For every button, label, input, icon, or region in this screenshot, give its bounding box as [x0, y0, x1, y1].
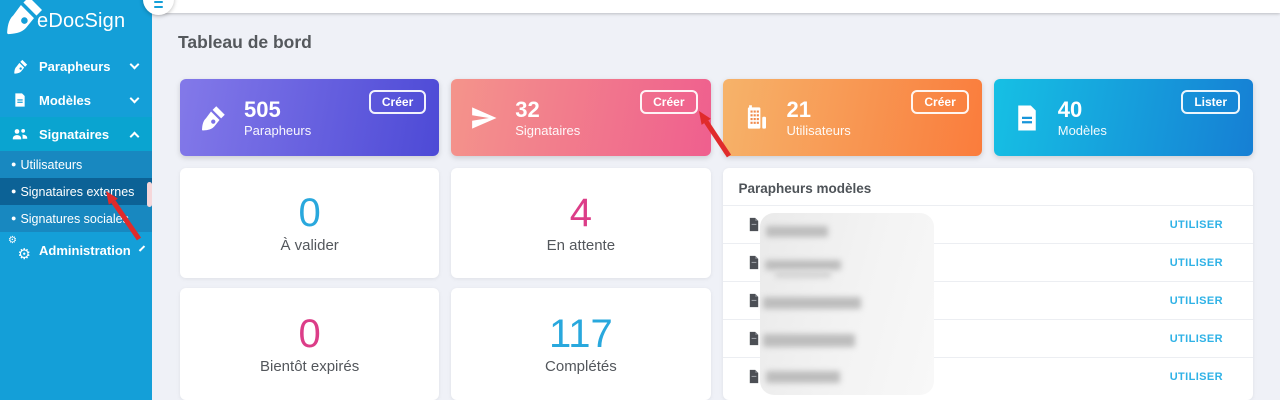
bullet-icon: ● — [11, 213, 17, 223]
gears-icon: ⚙ ⚙ — [8, 235, 31, 263]
parapheurs-modeles-panel: Parapheurs modèles UTILISER UTILISER — [722, 168, 1253, 400]
document-icon — [749, 293, 758, 308]
sidebar-item-utilisateurs[interactable]: ● Utilisateurs — [0, 151, 152, 178]
lister-modeles-button[interactable]: Lister — [1181, 90, 1240, 114]
users-icon — [11, 125, 29, 143]
pen-nib-icon — [7, 0, 43, 35]
summary-value: 0 — [298, 312, 321, 356]
summary-label: À valider — [280, 237, 339, 254]
chevron-down-icon — [138, 244, 145, 252]
sidebar-subitem-label: Signatures sociales — [20, 211, 129, 226]
sidebar-item-signatures-sociales[interactable]: ● Signatures sociales — [0, 205, 152, 232]
creer-utilisateur-button[interactable]: Créer — [911, 90, 969, 114]
sidebar-subitem-label: Signataires externes — [20, 184, 135, 199]
pen-nib-icon — [202, 105, 225, 130]
summary-card-completes: 117 Complétés — [451, 288, 711, 400]
sidebar-item-modeles[interactable]: Modèles — [0, 83, 152, 117]
sidebar-item-label: Administration — [39, 242, 131, 258]
page-title: Tableau de bord — [178, 32, 312, 52]
top-header-bar — [152, 0, 1280, 13]
stat-text: 21 Utilisateurs — [787, 97, 851, 137]
template-row: UTILISER — [722, 357, 1253, 395]
template-row: UTILISER — [722, 319, 1253, 357]
file-icon — [11, 91, 29, 109]
panel-title: Parapheurs modèles — [738, 181, 872, 196]
chevron-up-icon — [129, 131, 140, 141]
utiliser-link[interactable]: UTILISER — [1169, 370, 1223, 383]
file-icon — [1018, 105, 1036, 130]
sidebar-item-label: Signataires — [39, 126, 110, 142]
stat-text: 505 Parapheurs — [244, 97, 311, 137]
building-icon — [747, 104, 766, 129]
stat-card-signataires[interactable]: 32 Signataires Créer — [451, 79, 711, 156]
pen-nib-icon — [11, 57, 29, 75]
stat-text: 32 Signataires — [515, 97, 580, 137]
scrollbar-thumb[interactable] — [147, 182, 152, 207]
template-row: UTILISER — [722, 205, 1253, 243]
chevron-down-icon — [129, 93, 140, 103]
hamburger-menu-icon — [154, 6, 163, 8]
chevron-down-icon — [129, 59, 140, 69]
template-row: UTILISER — [722, 243, 1253, 281]
document-icon — [749, 369, 758, 384]
sidebar-item-signataires[interactable]: Signataires — [0, 117, 152, 151]
summary-label: Bientôt expirés — [260, 358, 360, 375]
sidebar-subitem-label: Utilisateurs — [20, 157, 83, 172]
stat-value: 505 — [244, 97, 281, 123]
sidebar: eDocSign Parapheurs Modèles — [0, 0, 152, 400]
utiliser-link[interactable]: UTILISER — [1169, 218, 1223, 231]
summary-value: 4 — [569, 191, 592, 235]
creer-parapheur-button[interactable]: Créer — [368, 90, 427, 114]
bullet-icon: ● — [11, 186, 17, 196]
summary-label: En attente — [546, 237, 616, 254]
stat-card-utilisateurs[interactable]: 21 Utilisateurs Créer — [722, 79, 982, 156]
sidebar-nav: Parapheurs Modèles — [0, 49, 152, 268]
stat-label: Modèles — [1057, 122, 1107, 138]
stat-label: Utilisateurs — [786, 122, 851, 138]
summary-value: 0 — [298, 191, 321, 235]
stat-value: 32 — [515, 97, 540, 123]
app-logo: eDocSign — [0, 0, 152, 48]
main-content: Tableau de bord 505 Parapheurs Créer 32 … — [152, 13, 1280, 400]
paper-plane-icon — [472, 106, 497, 129]
summary-card-a-valider: 0 À valider — [180, 168, 440, 278]
utiliser-link[interactable]: UTILISER — [1169, 332, 1223, 345]
sidebar-item-label: Parapheurs — [39, 58, 111, 74]
stat-text: 40 Modèles — [1058, 97, 1107, 137]
stat-card-modeles[interactable]: 40 Modèles Lister — [993, 79, 1253, 156]
template-row: UTILISER — [722, 281, 1253, 319]
app-name: eDocSign — [37, 10, 126, 32]
document-icon — [749, 255, 758, 270]
document-icon — [749, 331, 758, 346]
summary-card-en-attente: 4 En attente — [451, 168, 711, 278]
stat-label: Parapheurs — [244, 122, 312, 138]
utiliser-link[interactable]: UTILISER — [1169, 256, 1223, 269]
stat-cards-row: 505 Parapheurs Créer 32 Signataires Crée… — [180, 79, 1253, 156]
sidebar-item-label: Modèles — [39, 92, 92, 108]
stat-value: 21 — [786, 97, 811, 123]
sidebar-item-signataires-externes[interactable]: ● Signataires externes — [0, 178, 152, 205]
stat-card-parapheurs[interactable]: 505 Parapheurs Créer — [180, 79, 440, 156]
bullet-icon: ● — [11, 159, 17, 169]
summary-value: 117 — [548, 312, 613, 356]
utiliser-link[interactable]: UTILISER — [1169, 294, 1223, 307]
summary-card-bientot-expires: 0 Bientôt expirés — [180, 288, 440, 400]
summary-label: Complétés — [545, 358, 617, 375]
signataires-submenu: ● Utilisateurs ● Signataires externes ● … — [0, 151, 152, 232]
sidebar-item-parapheurs[interactable]: Parapheurs — [0, 49, 152, 83]
hamburger-menu-icon — [154, 1, 163, 3]
stat-label: Signataires — [515, 122, 581, 138]
sidebar-toggle-button[interactable] — [143, 0, 174, 15]
stat-value: 40 — [1057, 97, 1083, 123]
document-icon — [749, 217, 758, 232]
creer-signataire-button[interactable]: Créer — [640, 90, 698, 114]
dashboard-grid: 0 À valider 4 En attente Parapheurs modè… — [180, 168, 1253, 400]
sidebar-item-administration[interactable]: ⚙ ⚙ Administration — [0, 232, 152, 268]
